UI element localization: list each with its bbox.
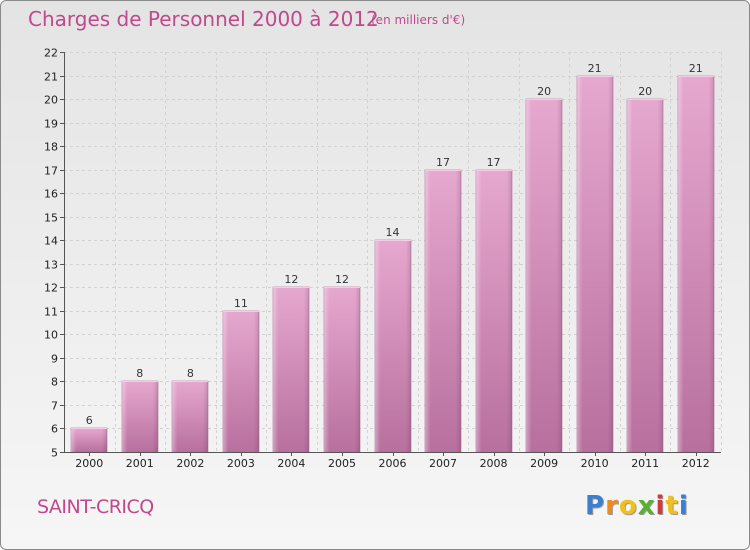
- x-tick-label: 2003: [227, 457, 255, 470]
- city-name: SAINT-CRICQ: [37, 496, 154, 518]
- data-label: 21: [588, 62, 602, 75]
- bar-shade: [273, 287, 309, 452]
- x-tick-label: 2005: [328, 457, 356, 470]
- y-tick-label: 18: [44, 141, 58, 154]
- data-label: 17: [436, 156, 450, 169]
- bar-shade: [526, 99, 562, 452]
- bar-shade: [122, 381, 158, 452]
- x-tick-label: 2001: [126, 457, 154, 470]
- y-tick-label: 16: [44, 188, 58, 201]
- data-label: 20: [537, 85, 551, 98]
- data-label: 14: [386, 226, 400, 239]
- bar-shade: [172, 381, 208, 452]
- bar-shade: [678, 76, 714, 452]
- y-tick-label: 22: [44, 47, 58, 60]
- data-label: 21: [689, 62, 703, 75]
- logo-letter: i: [655, 491, 666, 521]
- y-tick-label: 11: [44, 306, 58, 319]
- y-tick-label: 6: [51, 423, 58, 436]
- data-label: 12: [284, 273, 298, 286]
- bar-shade: [375, 240, 411, 452]
- chart-unit: (en milliers d'€): [371, 13, 466, 27]
- y-tick-label: 12: [44, 282, 58, 295]
- data-label: 8: [187, 367, 194, 380]
- data-label: 12: [335, 273, 349, 286]
- data-label: 11: [234, 297, 248, 310]
- logo-letter: i: [678, 491, 689, 521]
- x-tick-label: 2002: [176, 457, 204, 470]
- bar-shade: [627, 99, 663, 452]
- x-tick-label: 2004: [277, 457, 305, 470]
- x-tick-label: 2010: [581, 457, 609, 470]
- y-tick-label: 7: [51, 400, 58, 413]
- y-tick-label: 19: [44, 118, 58, 131]
- x-tick-label: 2009: [530, 457, 558, 470]
- bar-shade: [577, 76, 613, 452]
- logo-letter: t: [665, 491, 679, 521]
- x-tick-label: 2007: [429, 457, 457, 470]
- logo-letter: x: [637, 491, 656, 521]
- bar-shade: [476, 170, 512, 452]
- data-label: 6: [86, 414, 93, 427]
- y-tick-label: 10: [44, 329, 58, 342]
- y-tick-label: 15: [44, 212, 58, 225]
- data-label: 20: [638, 85, 652, 98]
- logo-letter: P: [585, 491, 606, 521]
- y-tick-label: 20: [44, 94, 58, 107]
- bar-shade: [223, 311, 259, 452]
- bar-shade: [324, 287, 360, 452]
- y-tick-label: 8: [51, 376, 58, 389]
- logo-letter: o: [618, 491, 638, 521]
- data-label: 8: [136, 367, 143, 380]
- x-tick-label: 2008: [480, 457, 508, 470]
- y-tick-label: 14: [44, 235, 58, 248]
- y-tick-label: 5: [51, 447, 58, 460]
- logo-letter: r: [605, 491, 619, 521]
- proxiti-logo: Proxiti: [585, 491, 689, 521]
- y-tick-label: 21: [44, 71, 58, 84]
- data-label: 17: [487, 156, 501, 169]
- bar-shade: [425, 170, 461, 452]
- x-tick-label: 2011: [631, 457, 659, 470]
- y-tick-label: 17: [44, 165, 58, 178]
- chart-title: Charges de Personnel 2000 à 2012: [28, 7, 379, 31]
- y-tick-label: 9: [51, 353, 58, 366]
- x-tick-label: 2006: [379, 457, 407, 470]
- x-tick-label: 2012: [682, 457, 710, 470]
- x-tick-label: 2000: [75, 457, 103, 470]
- bar-shade: [71, 428, 107, 452]
- y-tick-label: 13: [44, 259, 58, 272]
